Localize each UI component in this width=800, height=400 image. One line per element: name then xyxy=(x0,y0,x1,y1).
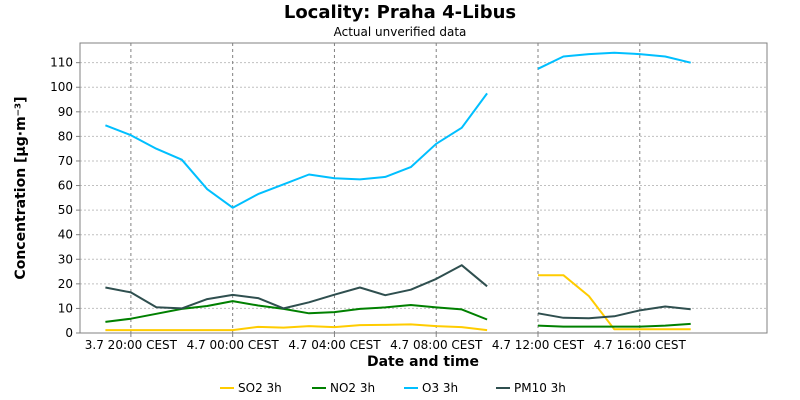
grid xyxy=(80,43,767,333)
y-tick-label: 40 xyxy=(58,228,73,242)
series-line-so2-3h xyxy=(538,274,691,331)
x-axis-ticks: 3.7 20:00 CEST 4.7 00:00 CEST 4.7 04:00 CE… xyxy=(85,333,687,352)
series-line-pm10-3h xyxy=(537,305,691,320)
y-tick-label: 90 xyxy=(58,105,73,119)
plot-frame xyxy=(79,42,768,334)
y-tick-label: 100 xyxy=(50,80,73,94)
series-lines xyxy=(105,51,691,332)
series-line-no2-3h xyxy=(537,322,691,328)
y-tick-label: 10 xyxy=(58,301,73,315)
series-line-so2-3h xyxy=(105,323,488,332)
chart-title: Locality: Praha 4-Libus xyxy=(284,2,516,23)
x-tick-label: 3.7 20:00 CEST xyxy=(85,338,178,352)
x-tick-label: 4.7 12:00 CEST xyxy=(492,338,585,352)
y-tick-label: 20 xyxy=(58,277,73,291)
x-tick-label: 4.7 00:00 CEST xyxy=(187,338,280,352)
x-tick-label: 4.7 08:00 CEST xyxy=(390,338,483,352)
x-axis-label: Date and time xyxy=(367,354,479,370)
y-tick-label: 50 xyxy=(58,203,73,217)
series-line-no2-3h xyxy=(105,300,488,323)
legend-label: O3 3h xyxy=(422,381,458,395)
series-line-o3-3h xyxy=(105,92,488,209)
y-tick-label: 30 xyxy=(58,252,73,266)
series-line-pm10-3h xyxy=(105,264,488,310)
y-tick-label: 110 xyxy=(50,56,73,70)
chart-subtitle: Actual unverified data xyxy=(334,25,467,39)
y-tick-label: 0 xyxy=(65,326,73,340)
x-tick-label: 4.7 16:00 CEST xyxy=(594,338,687,352)
y-tick-label: 60 xyxy=(58,179,73,193)
legend-label: SO2 3h xyxy=(238,381,282,395)
y-axis-ticks: 0 10 20 30 40 50 60 70 80 90 100 110 xyxy=(50,56,80,340)
y-axis-label: Concentration [µg·m⁻³] xyxy=(13,96,29,279)
y-tick-label: 80 xyxy=(58,129,73,143)
legend-label: PM10 3h xyxy=(514,381,566,395)
series-line-o3-3h xyxy=(537,51,691,70)
plot-area xyxy=(80,43,767,333)
legend: SO2 3h NO2 3h O3 3h PM10 3h xyxy=(220,381,566,395)
x-tick-label: 4.7 04:00 CEST xyxy=(288,338,381,352)
legend-label: NO2 3h xyxy=(330,381,375,395)
y-tick-label: 70 xyxy=(58,154,73,168)
